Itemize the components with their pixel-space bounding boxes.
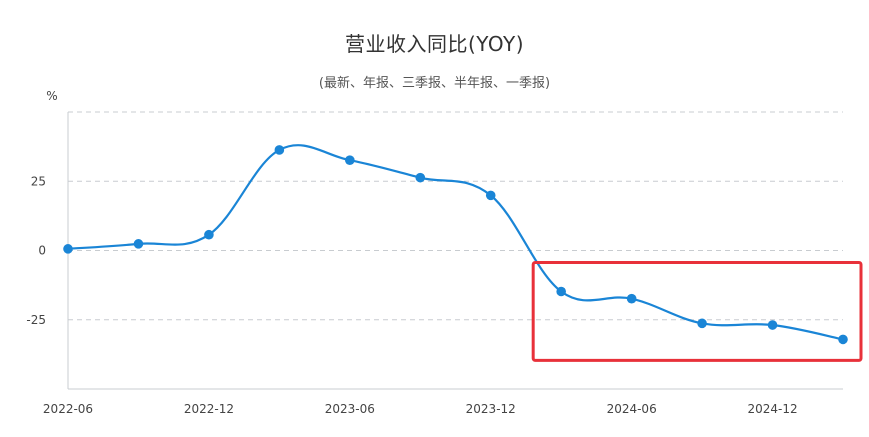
data-point: [838, 334, 848, 345]
data-point: [63, 244, 73, 254]
highlight-rectangle: [531, 260, 863, 362]
grid-lines: [68, 111, 843, 321]
data-point: [274, 145, 285, 155]
y-tick-label: -25: [26, 313, 46, 327]
data-point: [556, 286, 566, 297]
data-point: [345, 155, 355, 165]
x-tick-label: 2023-12: [466, 402, 516, 416]
y-tick-label: 0: [38, 244, 46, 258]
highlight-box: [531, 260, 863, 362]
data-point: [626, 293, 637, 304]
series-points: [63, 145, 848, 345]
x-tick-label: 2024-06: [607, 402, 657, 416]
x-tick-label: 2022-12: [184, 402, 234, 416]
series-line: [67, 144, 844, 341]
data-point: [697, 318, 707, 329]
chart-title: 营业收入同比(YOY): [344, 32, 525, 56]
x-axis-ticks: 2022-06 2022-12 2023-06 2023-12 2024-06 2024-…: [43, 402, 798, 416]
data-point: [485, 190, 496, 201]
data-point: [204, 229, 214, 240]
series-line-path: [67, 144, 844, 341]
y-axis-unit-label: %: [46, 89, 57, 103]
data-point: [767, 320, 778, 330]
x-tick-label: 2022-06: [43, 402, 93, 416]
data-point: [415, 172, 426, 183]
chart-subtitle: (最新、年报、三季报、半年报、一季报): [318, 76, 551, 91]
y-axis-ticks: 25 0 -25: [26, 174, 46, 327]
y-tick-label: 25: [31, 174, 46, 188]
x-tick-label: 2024-12: [747, 402, 797, 416]
data-point: [133, 239, 144, 249]
x-tick-label: 2023-06: [325, 402, 375, 416]
